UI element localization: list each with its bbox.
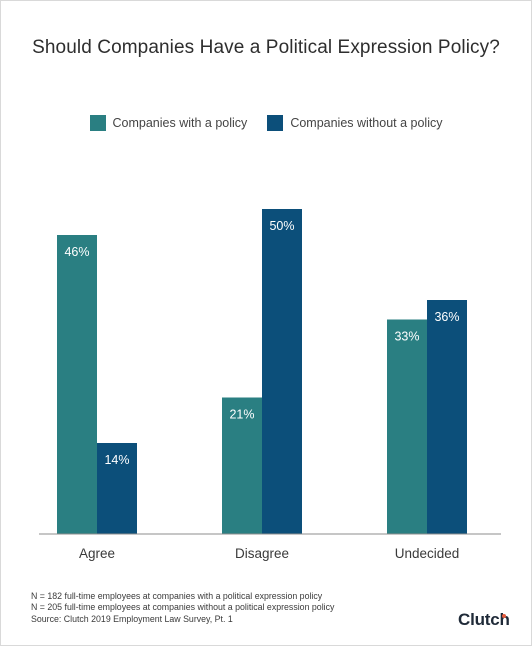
- legend-label-without-policy: Companies without a policy: [290, 116, 443, 130]
- data-label-undecided-without-policy: 36%: [434, 310, 459, 324]
- data-label-disagree-without-policy: 50%: [269, 219, 294, 233]
- bar-agree-without-policy: [97, 443, 137, 534]
- bar-disagree-with-policy: [222, 397, 262, 534]
- legend-swatch-without-policy: [267, 115, 284, 131]
- legend-label-with-policy: Companies with a policy: [112, 116, 248, 130]
- x-tick-label-agree: Agree: [79, 546, 115, 561]
- legend-item-without-policy: Companies without a policy: [267, 115, 442, 131]
- bars-layer: [57, 209, 467, 534]
- clutch-logo: Clutch: [458, 610, 510, 629]
- footnote-line: Source: Clutch 2019 Employment Law Surve…: [31, 613, 233, 624]
- footnotes: N = 182 full-time employees at companies…: [31, 591, 334, 625]
- data-label-agree-with-policy: 46%: [64, 245, 89, 259]
- labels-layer: 46% 14% Agree 21% 50% Disagree 33% 36% Undecided: [64, 219, 459, 561]
- chart-legend: Companies with a policy Companies withou…: [1, 115, 531, 131]
- clutch-logo-dot: [502, 614, 506, 618]
- bar-disagree-without-policy: [262, 209, 302, 534]
- x-tick-label-disagree: Disagree: [235, 546, 289, 561]
- data-label-disagree-with-policy: 21%: [229, 408, 254, 422]
- data-label-agree-without-policy: 14%: [104, 453, 129, 467]
- bar-agree-with-policy: [57, 235, 97, 534]
- legend-item-with-policy: Companies with a policy: [89, 115, 248, 131]
- legend-swatch-with-policy: [89, 115, 106, 131]
- data-label-undecided-with-policy: 33%: [394, 330, 419, 344]
- footnote-line: N = 205 full-time employees at companies…: [31, 602, 335, 613]
- footnote-line: N = 182 full-time employees at companies…: [31, 591, 323, 601]
- x-tick-label-undecided: Undecided: [395, 546, 460, 561]
- chart-title: Should Companies Have a Political Expres…: [32, 37, 500, 58]
- bar-undecided-without-policy: [427, 300, 467, 534]
- bar-undecided-with-policy: [387, 319, 427, 534]
